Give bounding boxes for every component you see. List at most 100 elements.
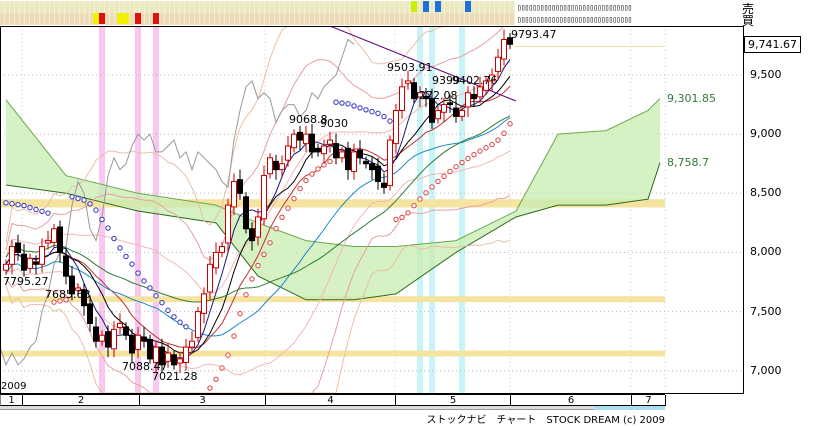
candle <box>27 253 33 274</box>
candle-body <box>171 354 177 366</box>
parabolic-sar-dot <box>297 185 303 192</box>
parabolic-sar-dot <box>207 385 213 391</box>
price-extreme-label: 7795.27 <box>3 275 49 288</box>
month-4[interactable]: 4 <box>266 395 396 406</box>
candle-body <box>153 346 159 363</box>
parabolic-sar-dot <box>327 158 333 165</box>
candle-body <box>237 179 243 194</box>
parabolic-sar-dot <box>435 178 441 185</box>
signal-marker <box>411 1 417 12</box>
price-extreme-label: 9272.08 <box>412 89 458 102</box>
bollinger-lower-3 <box>5 239 511 393</box>
candle <box>453 98 459 123</box>
parabolic-sar-dot <box>27 204 33 211</box>
signal-marker <box>135 13 141 24</box>
candle <box>351 143 357 180</box>
candle-body <box>315 147 321 153</box>
month-1[interactable]: 1 <box>1 395 23 406</box>
candle-body <box>195 311 201 339</box>
parabolic-sar-dot <box>459 159 465 166</box>
signal-highlight-bar <box>429 26 435 393</box>
candle-body <box>405 80 411 84</box>
candle <box>195 306 201 343</box>
signal-strip-sell <box>0 1 515 13</box>
candle <box>207 255 213 301</box>
candle-body <box>75 287 81 291</box>
y-axis-tick: 7,000 <box>750 363 782 377</box>
candle-body <box>135 334 141 350</box>
candle-body <box>123 326 129 336</box>
candle-body <box>201 293 207 314</box>
month-2[interactable]: 2 <box>23 395 140 406</box>
candle <box>129 328 135 364</box>
y-axis-tick: 9,000 <box>750 127 782 141</box>
candle <box>261 165 267 226</box>
chart-frame <box>0 26 744 394</box>
parabolic-sar-dot <box>159 300 165 306</box>
candle-body <box>243 196 249 230</box>
candle-body <box>261 175 267 220</box>
candle <box>465 86 471 117</box>
parabolic-sar-dot <box>363 107 369 113</box>
parabolic-sar-dot <box>87 201 93 207</box>
candle-body <box>471 94 477 100</box>
parabolic-sar-dot <box>81 197 87 203</box>
candle <box>501 29 507 66</box>
parabolic-sar-dot <box>51 299 57 305</box>
parabolic-sar-dot <box>291 195 297 202</box>
chikou-span <box>0 38 355 367</box>
candle-body <box>327 139 333 145</box>
candle <box>69 266 75 301</box>
parabolic-sar-dot <box>9 201 15 207</box>
candle <box>183 338 189 371</box>
candle-body <box>117 322 123 329</box>
parabolic-sar-dot <box>381 113 387 120</box>
candle <box>405 70 411 90</box>
parabolic-sar-dot <box>267 240 273 246</box>
candle <box>9 240 15 275</box>
candle-body <box>441 104 447 113</box>
candle-body <box>99 334 105 342</box>
candle <box>423 88 429 107</box>
parabolic-sar-dot <box>15 201 21 208</box>
parabolic-sar-dot <box>483 145 489 151</box>
candle-body <box>207 263 213 293</box>
month-axis: 1 2 3 4 5 6 7 <box>0 394 666 406</box>
candle-body <box>255 216 261 238</box>
candle <box>459 105 465 122</box>
candle-body <box>483 80 489 91</box>
parabolic-sar-dot <box>279 214 285 220</box>
candle-body <box>465 92 471 108</box>
parabolic-sar-dot <box>141 278 147 284</box>
month-5[interactable]: 5 <box>396 395 511 406</box>
parabolic-sar-dot <box>249 276 255 282</box>
parabolic-sar-dot <box>351 103 357 109</box>
candle-body <box>27 257 33 269</box>
parabolic-sar-dot <box>393 216 399 223</box>
candle-body <box>297 131 303 141</box>
parabolic-sar-dot <box>231 333 237 339</box>
candle <box>165 342 171 368</box>
candle-body <box>57 226 63 253</box>
candle-body <box>459 109 465 117</box>
candle-body <box>363 160 369 165</box>
candle-body <box>309 133 315 153</box>
parabolic-sar-dot <box>285 205 291 211</box>
candle <box>141 326 147 348</box>
candle <box>339 147 345 163</box>
parabolic-sar-dot <box>429 184 435 190</box>
signal-marker <box>423 1 429 12</box>
parabolic-sar-dot <box>129 261 135 267</box>
candle <box>45 230 51 250</box>
candle <box>237 169 243 200</box>
candle-body <box>273 160 279 171</box>
month-6[interactable]: 6 <box>511 395 632 406</box>
parabolic-sar-dot <box>237 310 243 317</box>
month-3[interactable]: 3 <box>140 395 266 406</box>
scrollbar-thumb[interactable] <box>594 406 665 410</box>
chart-scrollbar[interactable] <box>0 406 665 410</box>
month-7[interactable]: 7 <box>632 395 666 406</box>
candle-body <box>21 253 27 271</box>
candle <box>417 86 423 107</box>
